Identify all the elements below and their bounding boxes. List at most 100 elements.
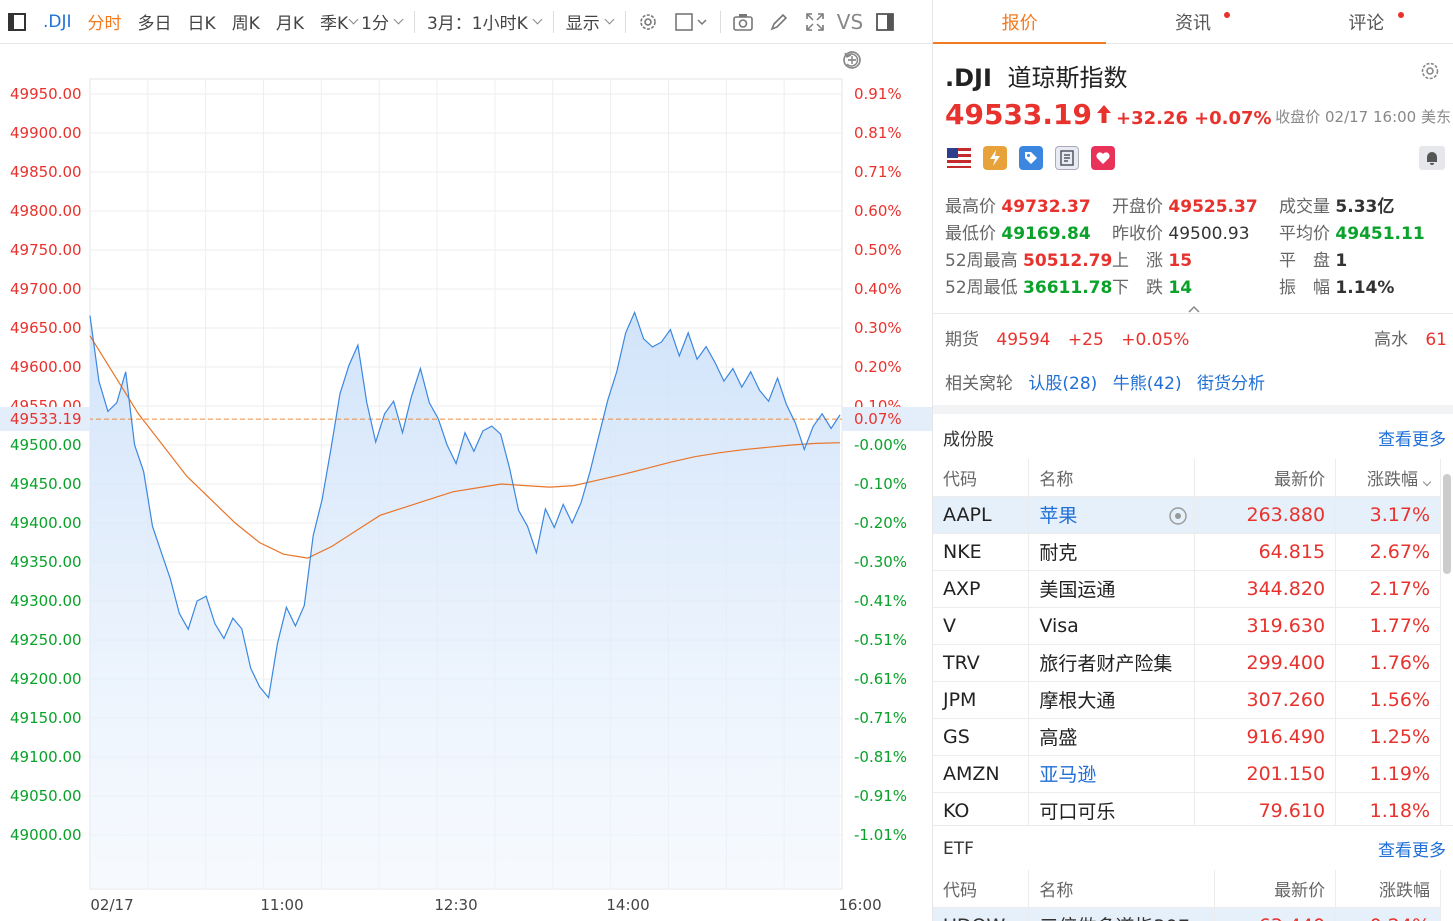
table-row[interactable]: AMZN 亚马逊 201.150 1.19% <box>933 755 1441 793</box>
stat-down-label: 下 跌 <box>1112 278 1163 298</box>
etf-header: ETF 查看更多 <box>933 825 1453 871</box>
table-header-row: 代码 名称 最新价 涨跌幅 <box>933 459 1441 497</box>
row-name: 耐克 <box>1028 533 1196 571</box>
row-name-label[interactable]: 亚马逊 <box>1039 764 1097 786</box>
percent-tick-label: -0.71% <box>854 709 908 727</box>
period-tab-multiday[interactable]: 多日 <box>137 14 172 34</box>
warrants-call-link[interactable]: 认股(28) <box>1028 374 1098 394</box>
period-tab-day[interactable]: 日K <box>187 14 216 34</box>
row-name: Visa <box>1028 607 1196 645</box>
row-code: GS <box>933 718 1030 756</box>
warrants-analysis-link[interactable]: 街货分析 <box>1197 374 1266 394</box>
percent-tick-label: -0.00% <box>854 436 908 454</box>
col-price-header[interactable]: 最新价 <box>1194 459 1337 497</box>
period-tab-month[interactable]: 月K <box>275 14 304 34</box>
panel-toggle-icon[interactable] <box>874 11 896 33</box>
time-tick-label: 16:00 <box>838 896 882 914</box>
tab-comments[interactable]: 评论 <box>1280 0 1453 43</box>
row-name-label[interactable]: 苹果 <box>1039 505 1078 527</box>
camera-icon[interactable] <box>732 11 754 33</box>
intraday-chart[interactable]: 49950.00 49900.00 49850.00 49800.00 49750.00… <box>0 44 932 921</box>
row-price: 64.815 <box>1194 533 1337 571</box>
futures-row[interactable]: 期货 49594 +25 +0.05% <box>945 325 1189 350</box>
quote-settings-icon[interactable] <box>1419 60 1441 86</box>
col-name-header[interactable]: 名称 <box>1028 459 1196 497</box>
table-row[interactable]: JPM 摩根大通 307.260 1.56% <box>933 681 1441 719</box>
tab-comments-label: 评论 <box>1348 12 1385 34</box>
row-code: V <box>933 607 1030 645</box>
toolbar-divider <box>719 10 721 33</box>
price-line <box>89 310 841 699</box>
stat-down-value: 14 <box>1168 278 1193 298</box>
percent-tick-label: 0.30% <box>854 319 902 337</box>
range-dropdown[interactable]: 3月：1小时K <box>419 0 549 44</box>
percent-tick-label: -0.20% <box>854 514 908 532</box>
stat-amplitude: 振 幅 1.14% <box>1279 273 1394 298</box>
gear-icon[interactable] <box>637 11 659 33</box>
table-row[interactable]: TRV 旅行者财产险集 299.400 1.76% <box>933 644 1441 682</box>
period-tab-quarter[interactable]: 季K <box>320 14 349 34</box>
row-code: KO <box>933 792 1030 830</box>
time-tick-label: 14:00 <box>606 896 650 914</box>
etf-more-link[interactable]: 查看更多 <box>1378 841 1446 861</box>
row-name-label: 摩根大通 <box>1039 690 1116 712</box>
col-pct-header[interactable]: 涨跌幅 <box>1335 459 1441 497</box>
table-row[interactable]: GS 高盛 916.490 1.25% <box>933 718 1441 756</box>
table-row[interactable]: V Visa 319.630 1.77% <box>933 607 1441 645</box>
price-tick-label: 49400.00 <box>10 514 82 532</box>
lightning-icon[interactable] <box>983 146 1007 170</box>
table-row[interactable]: UDOW三倍做多道指30E63.4400.24% <box>933 907 1441 921</box>
percent-tick-label: 0.71% <box>854 163 902 181</box>
interval-dropdown[interactable]: 1分 <box>348 0 410 44</box>
divider <box>933 313 1453 314</box>
table-row[interactable]: NKE 耐克 64.815 2.67% <box>933 533 1441 571</box>
tag-icon[interactable] <box>1019 146 1043 170</box>
price-tick-label: 49150.00 <box>10 709 82 727</box>
tab-quote[interactable]: 报价 <box>933 0 1107 44</box>
eye-icon[interactable] <box>1168 506 1188 531</box>
percent-tick-label: -0.81% <box>854 748 908 766</box>
toolbar-divider <box>552 10 554 33</box>
percent-tick-label: -1.01% <box>854 826 908 844</box>
scrollbar-thumb[interactable] <box>1443 474 1451 574</box>
indicator-box-icon[interactable] <box>673 11 709 33</box>
note-icon[interactable] <box>1055 146 1079 170</box>
pencil-icon[interactable] <box>768 11 790 33</box>
etf-col-price-header[interactable]: 最新价 <box>1214 870 1337 908</box>
percent-tick-label: 0.81% <box>854 124 902 142</box>
period-tab-week[interactable]: 周K <box>231 14 260 34</box>
chart-canvas[interactable] <box>0 44 932 921</box>
compare-vs-button[interactable]: VS <box>836 9 864 34</box>
table-row[interactable]: AXP 美国运通 344.820 2.17% <box>933 570 1441 608</box>
price-tick-label: 49450.00 <box>10 475 82 493</box>
table-row[interactable]: KO 可口可乐 79.610 1.18% <box>933 792 1441 830</box>
bell-icon[interactable] <box>1419 146 1445 170</box>
table-row[interactable]: AAPL 苹果 263.880 3.17% <box>933 496 1441 534</box>
arrow-up-icon <box>1096 104 1112 128</box>
heart-icon[interactable] <box>1091 146 1115 170</box>
warrants-label: 相关窝轮 <box>945 374 1013 394</box>
stat-avg-value: 49451.11 <box>1335 224 1425 244</box>
constituents-more-link[interactable]: 查看更多 <box>1378 429 1446 450</box>
collapse-chevron-icon[interactable] <box>1187 298 1201 317</box>
warrants-bull-link[interactable]: 牛熊(42) <box>1112 374 1182 394</box>
etf-col-pct-header[interactable]: 涨跌幅 <box>1335 870 1441 908</box>
quote-symbol: .DJI <box>945 64 992 92</box>
tab-news[interactable]: 资讯 <box>1106 0 1279 43</box>
row-name: 摩根大通 <box>1028 681 1196 719</box>
stat-up-label: 上 涨 <box>1112 251 1163 271</box>
symbol-label[interactable]: .DJI <box>43 11 72 32</box>
stat-high-label: 最高价 <box>945 197 996 217</box>
period-tab-intraday[interactable]: 分时 <box>87 14 122 34</box>
etf-title: ETF <box>943 838 974 859</box>
fullscreen-icon[interactable] <box>804 11 826 33</box>
constituents-body: AAPL 苹果 263.880 3.17% NKE 耐克 64.815 2.67% AXP 美国运… <box>933 496 1441 830</box>
display-dropdown[interactable]: 显示 <box>558 0 621 44</box>
etf-col-name-header[interactable]: 名称 <box>1028 870 1216 908</box>
row-pct: 1.25% <box>1335 718 1441 756</box>
stat-open: 开盘价 49525.37 <box>1112 192 1258 217</box>
price-change-pct: +0.07% <box>1194 108 1272 129</box>
col-code-header[interactable]: 代码 <box>933 459 1030 497</box>
sidebar-toggle-icon[interactable] <box>6 11 28 33</box>
etf-col-code-header[interactable]: 代码 <box>933 870 1030 908</box>
